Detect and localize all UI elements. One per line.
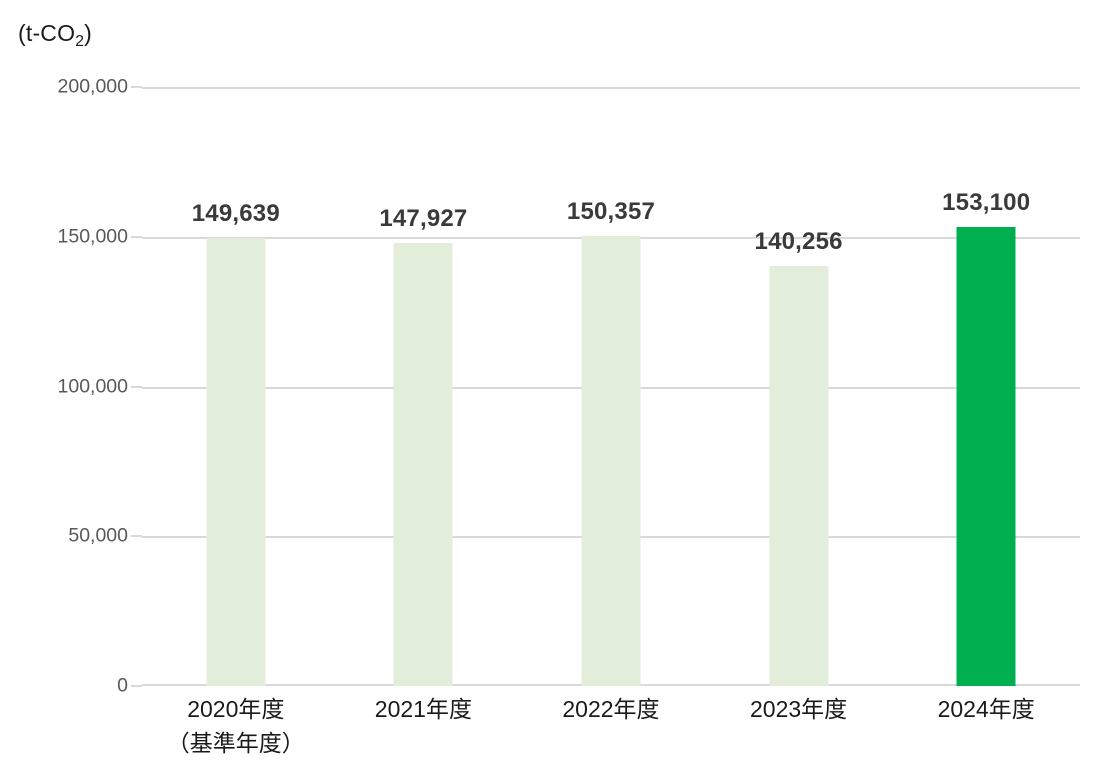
y-axis-unit-label: (t-CO2) [18,20,92,50]
y-tick-label-100000: 100,000 [57,375,129,397]
x-category-2024: 2024年度 [892,692,1080,726]
x-category-label-2021: 2021年度 [374,696,472,722]
bar-2023[interactable] [769,265,829,686]
y-tick-mark-50000 [131,535,142,538]
y-tick-label-200000: 200,000 [57,75,129,98]
y-tick-mark-0 [131,685,142,687]
bar-value-label-2020: 149,639 [191,199,280,227]
bar-value-label-2023: 140,256 [754,227,843,255]
bars-layer: 149,639 147,927 150,357 140,256 153,100 [142,87,1080,686]
x-category-label-2024: 2024年度 [937,696,1035,722]
bar-2022[interactable] [581,235,641,686]
unit-label-subscript: 2 [75,33,85,50]
bar-slot-2021: 147,927 [330,87,518,686]
y-tick-mark-200000 [131,86,142,88]
y-tick-mark-150000 [131,235,142,238]
bar-2020[interactable] [206,237,266,686]
bar-slot-2020: 149,639 [142,87,330,686]
bar-slot-2024: 153,100 [892,87,1080,686]
y-axis: 200,000 150,000 100,000 50,000 0 [0,76,142,697]
x-category-label-2020: 2020年度 [187,696,285,722]
x-category-sublabel-2020: （基準年度） [166,730,305,756]
y-tick-label-150000: 150,000 [57,225,129,248]
bar-2024[interactable] [956,227,1016,686]
unit-label-suffix: ) [84,20,92,46]
x-category-2021: 2021年度 [330,692,518,726]
bar-2021[interactable] [393,242,453,686]
y-tick-mark-100000 [131,385,142,388]
bar-slot-2022: 150,357 [517,87,705,686]
x-category-2022: 2022年度 [517,692,705,726]
bar-value-label-2022: 150,357 [566,197,656,225]
x-category-2020: 2020年度 （基準年度） [142,692,330,760]
bar-slot-2023: 140,256 [705,87,893,686]
x-category-label-2022: 2022年度 [562,696,660,722]
gridline-200000 [142,87,1080,89]
x-category-2023: 2023年度 [705,692,893,726]
x-category-label-2023: 2023年度 [750,696,848,722]
y-tick-label-0: 0 [117,674,128,697]
bar-value-label-2024: 153,100 [942,189,1031,217]
y-tick-label-50000: 50,000 [68,524,128,547]
x-axis: 2020年度 （基準年度） 2021年度 2022年度 2023年度 2024年… [142,692,1080,776]
bar-value-label-2021: 147,927 [379,204,468,232]
unit-label-prefix: (t-CO [18,20,76,46]
